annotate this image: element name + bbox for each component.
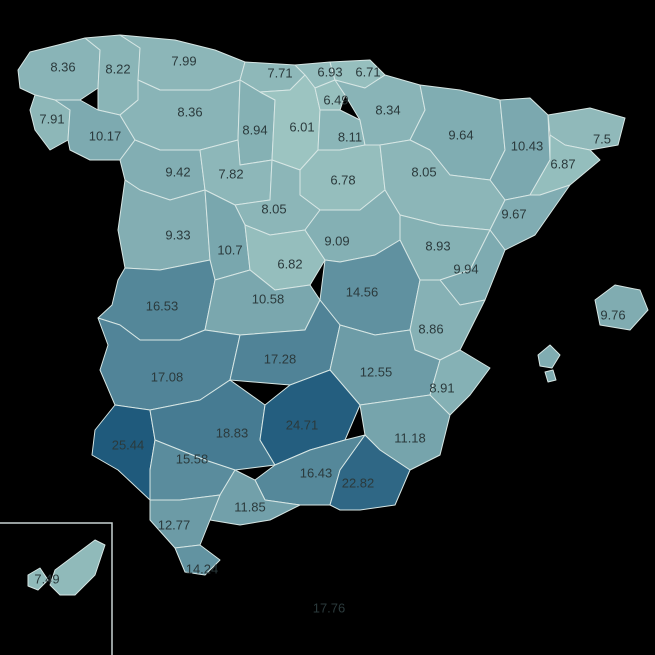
label-madrid: 6.82 [277, 256, 302, 271]
label-pontevedra: 7.91 [39, 111, 64, 126]
region-huelva[interactable] [91, 404, 156, 501]
label-navarra: 8.34 [375, 102, 400, 117]
label-valencia: 8.86 [418, 321, 443, 336]
label-bizkaia: 6.93 [317, 64, 342, 79]
label-sevilla: 15.58 [176, 451, 209, 466]
label-cantabria: 7.71 [267, 65, 292, 80]
region-baleares-2[interactable] [537, 344, 561, 369]
label-gipuzkoa: 6.71 [355, 64, 380, 79]
region-malaga[interactable] [209, 469, 301, 526]
label-tarragona: 9.67 [501, 206, 526, 221]
label-a-coruna: 8.36 [50, 59, 75, 74]
label-caceres: 16.53 [146, 298, 179, 313]
label-salamanca: 9.33 [165, 227, 190, 242]
label-leon: 8.36 [177, 104, 202, 119]
region-baleares-3[interactable] [544, 369, 557, 383]
label-castellon: 9.94 [453, 261, 478, 276]
region-canarias[interactable] [49, 539, 106, 596]
label-asturias: 7.99 [171, 53, 196, 68]
label-alava: 6.49 [323, 92, 348, 107]
label-baleares: 9.76 [600, 307, 625, 322]
label-alicante: 8.91 [429, 380, 454, 395]
label-teruel: 8.93 [425, 238, 450, 253]
label-ceuta: 14.24 [186, 561, 219, 576]
label-almeria: 22.82 [342, 475, 375, 490]
label-la-rioja: 8.11 [338, 129, 362, 144]
label-lugo: 8.22 [105, 61, 130, 76]
label-murcia: 11.18 [394, 430, 426, 445]
label-huelva: 25.44 [112, 437, 145, 452]
label-cadiz: 12.77 [158, 517, 191, 532]
label-ciudad-real: 17.28 [264, 351, 297, 366]
label-cuenca: 14.56 [346, 284, 379, 299]
label-segovia: 8.05 [261, 201, 286, 216]
label-avila: 10.7 [217, 242, 242, 257]
label-palencia: 8.94 [242, 122, 267, 137]
label-girona: 7.5 [593, 131, 611, 146]
region-labels: 8.36 8.22 7.99 7.71 6.93 6.71 7.91 10.17… [34, 53, 625, 615]
label-jaen: 24.71 [286, 417, 319, 432]
label-ourense: 10.17 [89, 128, 122, 143]
region-canarias-2[interactable] [27, 567, 49, 591]
region-ceuta[interactable] [174, 544, 221, 576]
label-badajoz: 17.08 [151, 369, 184, 384]
region-almeria[interactable] [329, 434, 411, 511]
label-barcelona: 6.87 [550, 156, 575, 171]
label-canarias: 7.49 [34, 571, 59, 586]
region-alava[interactable] [314, 79, 346, 111]
label-soria: 6.78 [330, 172, 355, 187]
label-valladolid: 7.82 [218, 166, 243, 181]
label-melilla: 17.76 [313, 600, 346, 615]
label-lleida: 10.43 [511, 138, 544, 153]
label-zaragoza: 8.05 [411, 164, 436, 179]
region-cadiz[interactable] [149, 494, 221, 549]
label-malaga: 11.85 [234, 499, 266, 514]
label-zamora: 9.42 [165, 164, 190, 179]
label-huesca: 9.64 [448, 127, 473, 142]
label-granada: 16.43 [300, 465, 333, 480]
region-baleares[interactable] [594, 284, 649, 331]
label-toledo: 10.58 [252, 291, 285, 306]
canarias-inset-frame [0, 522, 113, 655]
province-regions [17, 34, 649, 596]
label-guadalajara: 9.09 [324, 233, 349, 248]
label-cordoba: 18.83 [216, 425, 249, 440]
label-burgos: 6.01 [289, 119, 314, 134]
label-albacete: 12.55 [360, 364, 393, 379]
